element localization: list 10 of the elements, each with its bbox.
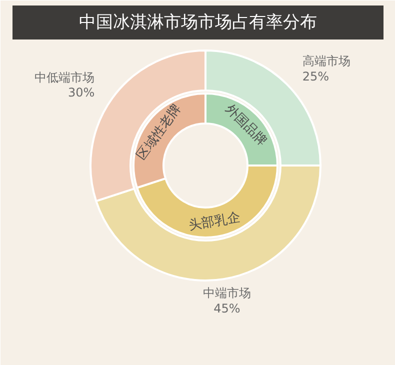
slice-label: 中低端市场 [34, 70, 95, 84]
data-label: 30% [68, 86, 95, 100]
text: 区域性老牌 [134, 101, 185, 163]
text: 外国品牌 [222, 102, 270, 149]
data-label: 25% [302, 69, 330, 84]
data-label: 45% [214, 302, 240, 316]
slice-label: 中端市场 [202, 286, 251, 300]
chart-title: 中国冰淇淋市场市场占有率分布 [79, 12, 317, 32]
text: 头部乳企 [188, 210, 242, 234]
slice-label: 高端市场 [302, 54, 350, 68]
